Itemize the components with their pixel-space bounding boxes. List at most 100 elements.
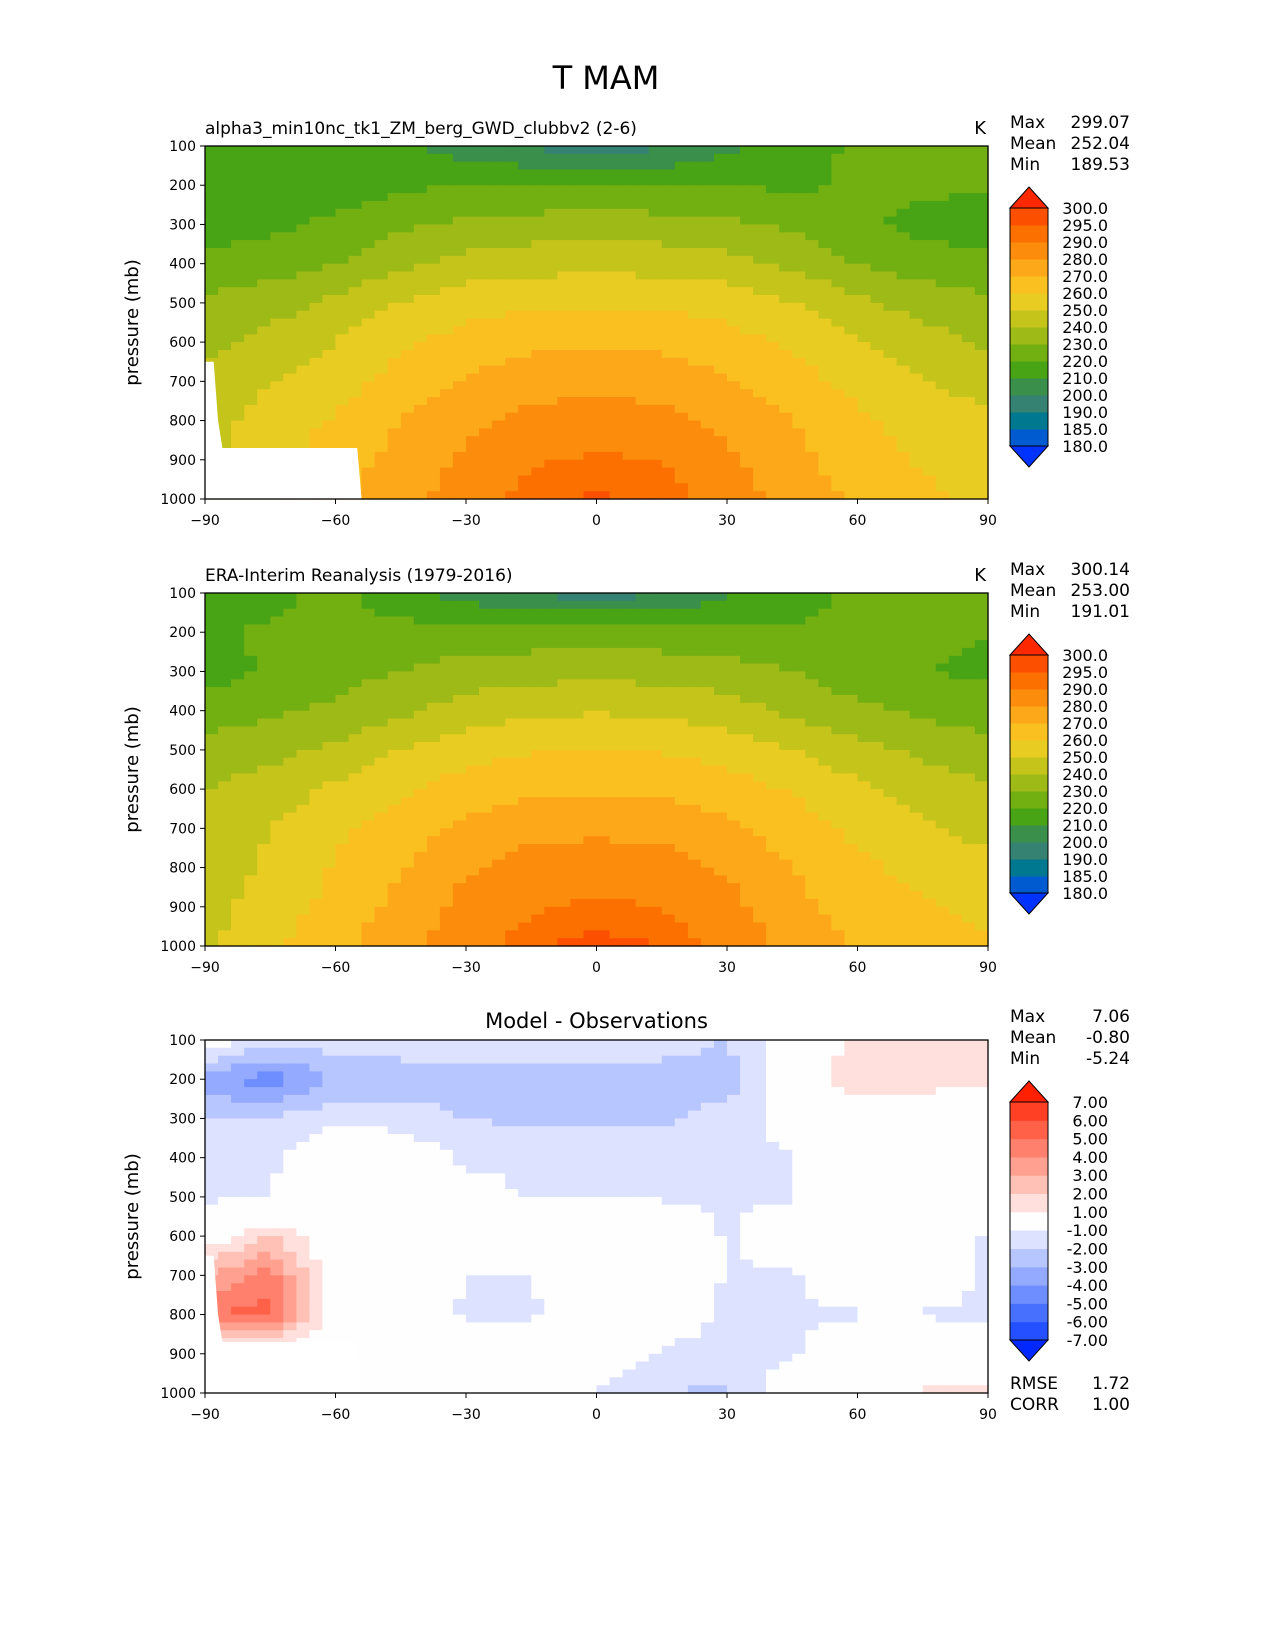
contour-cell: [727, 593, 741, 602]
contour-cell: [544, 279, 558, 288]
contour-cell: [844, 389, 859, 398]
contour-cell: [413, 232, 428, 241]
contour-cell: [792, 647, 806, 657]
contour-cell: [622, 844, 637, 853]
contour-cell: [374, 240, 389, 249]
contour-cell: [283, 146, 297, 155]
contour-cell: [361, 640, 376, 649]
contour-cell: [452, 232, 467, 241]
contour-cell: [374, 914, 389, 923]
contour-cell: [805, 734, 819, 743]
contour-cell: [661, 679, 676, 688]
contour-cell: [452, 702, 467, 712]
contour-cell: [400, 616, 415, 625]
contour-cell: [309, 287, 324, 296]
contour-cell: [753, 412, 767, 422]
contour-cell: [309, 310, 324, 320]
contour-cell: [531, 240, 545, 249]
contour-cell: [635, 914, 650, 923]
contour-cell: [231, 342, 245, 351]
contour-cell: [505, 812, 519, 821]
contour-cell: [400, 938, 415, 947]
contour-cell: [622, 742, 637, 751]
contour-cell: [387, 828, 402, 837]
contour-cell: [909, 404, 924, 414]
contour-cell: [374, 593, 389, 602]
contour-cell: [439, 859, 454, 869]
contour-cell: [661, 891, 676, 900]
contour-cell: [400, 232, 415, 241]
contour-cell: [361, 428, 376, 437]
contour-cell: [818, 875, 833, 884]
contour-cell: [531, 797, 545, 806]
contour-cell: [961, 412, 976, 422]
contour-cell: [609, 326, 624, 335]
contour-cell: [270, 216, 284, 225]
contour-cell: [335, 640, 350, 649]
contour-cell: [531, 875, 545, 884]
contour-cell: [687, 153, 702, 163]
contour-cell: [622, 279, 637, 288]
contour-cell: [335, 710, 350, 720]
contour-cell: [400, 153, 415, 163]
contour-cell: [439, 600, 454, 610]
contour-cell: [766, 357, 780, 367]
contour-cell: [557, 459, 572, 469]
contour-cell: [231, 914, 245, 923]
contour-cell: [374, 255, 389, 265]
contour-cell: [727, 389, 741, 398]
contour-cell: [831, 671, 845, 680]
contour-cell: [622, 781, 637, 790]
contour-cell: [413, 271, 428, 280]
contour-cell: [857, 232, 872, 241]
contour-cell: [740, 938, 754, 947]
contour-cell: [439, 742, 454, 751]
contour-cell: [544, 647, 558, 657]
contour-cell: [727, 436, 741, 445]
contour-cell: [400, 279, 415, 288]
contour-cell: [557, 420, 572, 429]
contour-cell: [335, 789, 350, 798]
contour-cell: [244, 820, 258, 829]
contour-cell: [570, 655, 584, 665]
contour-cell: [648, 287, 663, 296]
contour-cell: [674, 600, 689, 610]
contour-cell: [205, 350, 219, 359]
contour-cell: [766, 451, 780, 461]
contour-cell: [714, 193, 728, 202]
contour-cell: [426, 608, 441, 618]
contour-cell: [387, 891, 402, 900]
contour-cell: [792, 224, 806, 233]
contour-cell: [479, 647, 493, 657]
contour-cell: [622, 475, 637, 484]
contour-cell: [818, 334, 833, 343]
contour-cell: [831, 836, 845, 845]
contour-cell: [426, 240, 441, 249]
contour-cell: [844, 640, 859, 649]
contour-cell: [661, 153, 676, 163]
contour-cell: [570, 836, 584, 845]
contour-cell: [505, 898, 519, 908]
contour-cell: [309, 789, 324, 798]
contour-cell: [531, 451, 545, 461]
contour-cell: [348, 342, 363, 351]
contour-cell: [609, 193, 624, 202]
contour-cell: [374, 851, 389, 861]
contour-cell: [831, 146, 845, 155]
contour-cell: [544, 428, 558, 437]
contour-cell: [661, 334, 676, 343]
contour-cell: [231, 891, 245, 900]
contour-cell: [805, 412, 819, 422]
contour-cell: [700, 365, 715, 374]
contour-cell: [648, 193, 663, 202]
contour-cell: [609, 279, 624, 288]
contour-cell: [687, 718, 702, 727]
contour-cell: [674, 263, 689, 273]
contour-cell: [635, 146, 650, 155]
contour-cell: [779, 891, 793, 900]
contour-cell: [466, 240, 480, 249]
contour-cell: [413, 373, 428, 382]
contour-cell: [818, 781, 833, 790]
contour-cell: [244, 875, 258, 884]
contour-cell: [257, 663, 271, 672]
